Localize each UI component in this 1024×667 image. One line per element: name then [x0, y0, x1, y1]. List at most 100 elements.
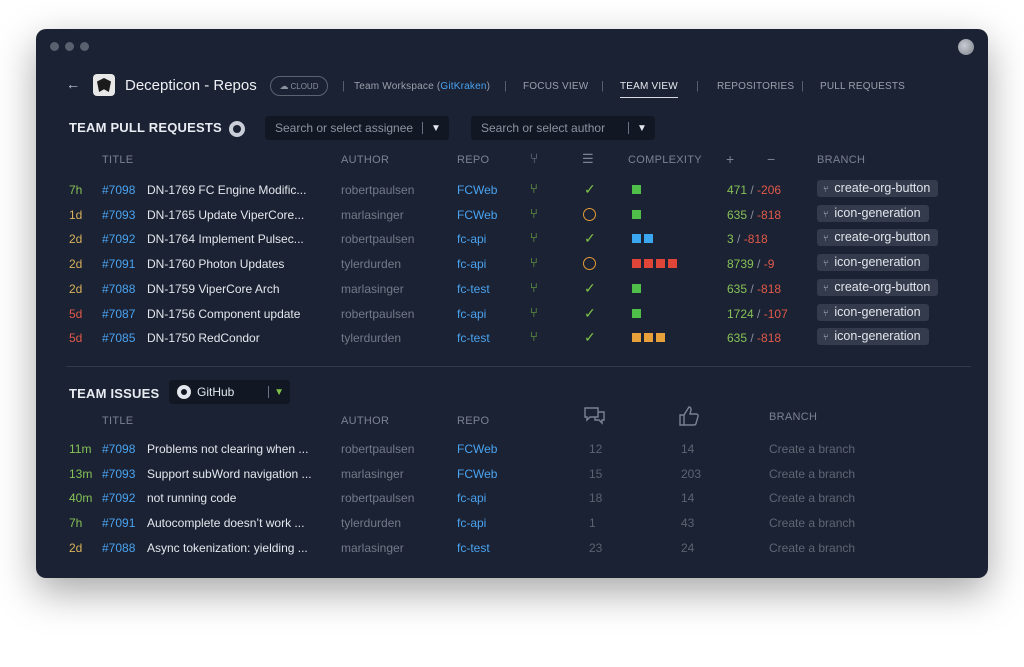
pr-number-link[interactable]: #7087: [102, 306, 136, 321]
pr-row[interactable]: 2d #7091 DN-1760 Photon Updates tylerdurden…: [36, 253, 988, 275]
pr-deletions: -818: [757, 281, 782, 296]
issue-comment-count: 18: [589, 491, 603, 506]
pr-branch-pill[interactable]: ⑂ icon-generation: [817, 254, 929, 272]
issue-repo-link[interactable]: FCWeb: [457, 442, 498, 456]
pr-title[interactable]: DN-1750 RedCondor: [147, 331, 260, 346]
pr-deletions: -818: [757, 207, 782, 222]
issue-repo-link[interactable]: fc-test: [457, 540, 490, 555]
pr-number-link[interactable]: #7088: [102, 281, 136, 296]
col-title[interactable]: TITLE: [102, 154, 134, 166]
col-repo[interactable]: REPO: [457, 415, 490, 427]
chevron-down-icon[interactable]: ▼: [431, 122, 441, 134]
comments-icon[interactable]: [583, 406, 607, 429]
pr-row[interactable]: 5d #7085 DN-1750 RedCondor tylerdurden fc-te…: [36, 327, 988, 349]
col-repo[interactable]: REPO: [457, 154, 490, 166]
pr-title[interactable]: DN-1769 FC Engine Modific...: [147, 183, 307, 197]
pr-repo-link[interactable]: fc-api: [457, 306, 487, 321]
create-branch-link[interactable]: Create a branch: [769, 442, 856, 456]
chevron-down-icon[interactable]: ▼: [274, 386, 284, 398]
pr-number-link[interactable]: #7091: [102, 257, 136, 272]
pr-row[interactable]: 2d #7092 DN-1764 Implement Pulsec... robert…: [36, 228, 988, 250]
close-window-dot[interactable]: [50, 42, 59, 51]
issue-title[interactable]: Autocomplete doesn’t work ...: [147, 516, 305, 531]
minimize-window-dot[interactable]: [65, 42, 74, 51]
issue-row[interactable]: 2d #7088 Async tokenization: yielding ... m…: [36, 537, 988, 559]
nav-team-view[interactable]: TEAM VIEW: [620, 81, 678, 98]
pr-title[interactable]: DN-1760 Photon Updates: [147, 257, 285, 272]
col-author[interactable]: AUTHOR: [341, 154, 390, 166]
profile-avatar[interactable]: [958, 39, 974, 55]
issue-title[interactable]: not running code: [147, 491, 237, 506]
pr-repo-link[interactable]: fc-test: [457, 281, 490, 296]
col-complexity[interactable]: COMPLEXITY: [628, 154, 702, 166]
pr-row[interactable]: 1d #7093 DN-1765 Update ViperCore... marlas…: [36, 204, 988, 226]
issue-number-link[interactable]: #7093: [102, 466, 136, 481]
nav-pull-requests[interactable]: PULL REQUESTS: [820, 81, 906, 92]
pr-title[interactable]: DN-1756 Component update: [147, 306, 301, 321]
issue-title[interactable]: Support subWord navigation ...: [147, 466, 312, 481]
col-branch[interactable]: BRANCH: [817, 154, 866, 166]
col-author[interactable]: AUTHOR: [341, 415, 390, 427]
issue-row[interactable]: 11m #7098 Problems not clearing when ... ro…: [36, 438, 988, 460]
author-search-select[interactable]: Search or select author ▼: [471, 116, 655, 140]
pr-repo-link[interactable]: FCWeb: [457, 207, 498, 222]
issue-number-link[interactable]: #7088: [102, 540, 136, 555]
create-branch-link[interactable]: Create a branch: [769, 466, 856, 481]
assignee-search-select[interactable]: Search or select assignee ▼: [265, 116, 449, 140]
pr-number-link[interactable]: #7098: [102, 183, 136, 197]
pr-number-link[interactable]: #7093: [102, 207, 136, 222]
complexity-block: [632, 185, 641, 194]
create-branch-link[interactable]: Create a branch: [769, 491, 856, 506]
pr-row[interactable]: 7h #7098 DN-1769 FC Engine Modific... rober…: [36, 179, 988, 201]
col-branch[interactable]: BRANCH: [769, 411, 818, 423]
issue-repo-link[interactable]: FCWeb: [457, 466, 498, 481]
issue-repo-link[interactable]: fc-api: [457, 516, 487, 531]
pr-branch-name: icon-generation: [834, 205, 921, 220]
checklist-icon[interactable]: ☰: [582, 151, 594, 166]
nav-separator: |: [801, 80, 804, 92]
issue-repo-link[interactable]: fc-api: [457, 491, 487, 506]
issue-number-link[interactable]: #7098: [102, 442, 136, 456]
pr-branch-pill[interactable]: ⑂ icon-generation: [817, 303, 929, 321]
pr-branch-pill[interactable]: ⑂ create-org-button: [817, 180, 939, 197]
pr-row[interactable]: 2d #7088 DN-1759 ViperCore Arch marlasinger…: [36, 278, 988, 300]
pr-repo-link[interactable]: fc-api: [457, 257, 487, 272]
pr-title[interactable]: DN-1765 Update ViperCore...: [147, 207, 305, 222]
chevron-down-icon[interactable]: ▼: [637, 122, 647, 134]
github-icon: [229, 121, 245, 137]
thumbs-up-icon[interactable]: [678, 405, 700, 430]
issue-title[interactable]: Problems not clearing when ...: [147, 442, 309, 456]
pr-title[interactable]: DN-1759 ViperCore Arch: [147, 281, 280, 296]
nav-focus-view[interactable]: FOCUS VIEW: [523, 81, 589, 92]
pr-repo-link[interactable]: FCWeb: [457, 183, 498, 197]
pr-title[interactable]: DN-1764 Implement Pulsec...: [147, 232, 304, 247]
git-branch-icon[interactable]: ⑂: [530, 150, 539, 166]
pr-repo-link[interactable]: fc-api: [457, 232, 487, 247]
maximize-window-dot[interactable]: [80, 42, 89, 51]
issue-title[interactable]: Async tokenization: yielding ...: [147, 540, 308, 555]
issue-comment-count: 12: [589, 442, 603, 456]
create-branch-link[interactable]: Create a branch: [769, 540, 856, 555]
col-deletions[interactable]: −: [767, 151, 776, 167]
pr-number-link[interactable]: #7092: [102, 232, 136, 247]
pr-repo-link[interactable]: fc-test: [457, 331, 490, 346]
pr-row[interactable]: 5d #7087 DN-1756 Component update robertpau…: [36, 303, 988, 325]
pr-branch-pill[interactable]: ⑂ icon-generation: [817, 204, 929, 222]
team-workspace-label[interactable]: Team Workspace (GitKraken): [354, 81, 490, 92]
issue-provider-select[interactable]: GitHub ▼: [169, 380, 290, 404]
issue-row[interactable]: 40m #7092 not running code robertpaulsen fc-…: [36, 487, 988, 509]
pr-branch-pill[interactable]: ⑂ create-org-button: [817, 229, 939, 247]
col-additions[interactable]: +: [726, 151, 735, 167]
create-branch-link[interactable]: Create a branch: [769, 516, 856, 531]
pr-number-link[interactable]: #7085: [102, 331, 136, 346]
nav-repositories[interactable]: REPOSITORIES: [717, 81, 795, 92]
issue-row[interactable]: 13m #7093 Support subWord navigation ... ma…: [36, 463, 988, 485]
issue-row[interactable]: 7h #7091 Autocomplete doesn’t work ... tyle…: [36, 512, 988, 534]
issue-number-link[interactable]: #7092: [102, 491, 136, 506]
complexity-block: [644, 333, 653, 343]
back-arrow-icon[interactable]: ←: [66, 76, 80, 92]
pr-branch-pill[interactable]: ⑂ icon-generation: [817, 328, 929, 346]
col-title[interactable]: TITLE: [102, 415, 134, 427]
pr-branch-pill[interactable]: ⑂ create-org-button: [817, 278, 939, 296]
issue-number-link[interactable]: #7091: [102, 516, 136, 531]
